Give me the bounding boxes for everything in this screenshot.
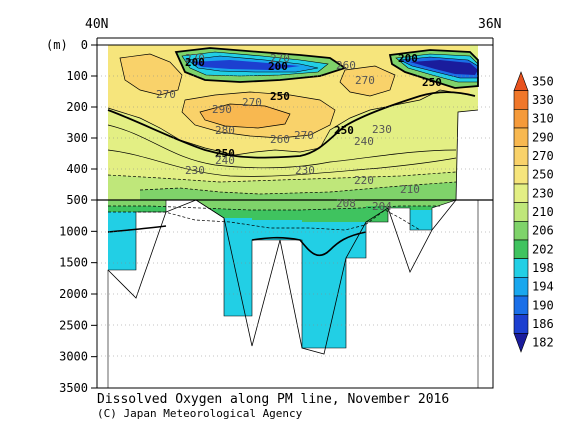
lower-contours xyxy=(107,205,440,257)
contour-label: 200 xyxy=(185,56,205,69)
contour-label: 290 xyxy=(212,103,232,116)
contour-label: 270 xyxy=(294,129,314,142)
colorbar-swatch xyxy=(513,277,529,297)
colorbar-label: 330 xyxy=(532,93,554,107)
colorbar-swatch xyxy=(513,165,529,185)
colorbar-swatch xyxy=(513,71,529,91)
colorbar-label: 250 xyxy=(532,168,554,182)
contour-label: 270 xyxy=(270,52,290,65)
contour-label: 270 xyxy=(355,74,375,87)
y-tick-label: 0 xyxy=(81,38,88,52)
y-tick-label: 3000 xyxy=(59,350,88,364)
contour-label: 230 xyxy=(295,164,315,177)
y-tick-label: 1000 xyxy=(59,224,88,238)
y-tick-label: 100 xyxy=(66,69,88,83)
y-tick-label: 200 xyxy=(66,100,88,114)
y-tick-label: 500 xyxy=(66,193,88,207)
lower-field-198-d xyxy=(302,222,346,348)
y-tick-label: 400 xyxy=(66,162,88,176)
y-tick-label: 300 xyxy=(66,131,88,145)
y-tick-label: 2500 xyxy=(59,318,88,332)
lower-panel xyxy=(97,200,493,388)
upper-field-182-right xyxy=(410,60,478,75)
colorbar-swatch xyxy=(513,109,529,129)
contour-label: 270 xyxy=(185,52,205,65)
lower-bathymetry xyxy=(107,200,457,355)
upper-field-270a xyxy=(120,54,182,95)
chart-title: Dissolved Oxygen along PM line, November… xyxy=(97,392,449,407)
colorbar-label: 350 xyxy=(532,74,554,88)
contour-label: 260 xyxy=(270,133,290,146)
lower-field-198-c xyxy=(252,220,302,240)
upper-contours-250-bold xyxy=(107,47,479,159)
colorbar-swatch xyxy=(513,295,529,315)
colorbar-swatch xyxy=(513,90,529,110)
colorbar-swatch xyxy=(513,221,529,241)
contour-label: 270 xyxy=(156,88,176,101)
upper-panel xyxy=(97,45,493,200)
contour-label: 270 xyxy=(242,96,262,109)
lower-field-198-f xyxy=(410,210,432,230)
lat-label-left: 40N xyxy=(85,17,108,32)
contour-label: 230 xyxy=(372,123,392,136)
colorbar-label: 230 xyxy=(532,186,554,200)
colorbar-label: 210 xyxy=(532,205,554,219)
colorbar-swatch xyxy=(513,146,529,166)
contour-label: 208 xyxy=(336,197,356,210)
colorbar-swatch xyxy=(513,202,529,222)
colorbar-label: 202 xyxy=(532,242,554,256)
upper-field-270c xyxy=(340,66,395,96)
colorbar-label: 182 xyxy=(532,336,554,350)
lower-field-198-b xyxy=(224,218,252,316)
contour-label: 200 xyxy=(268,60,288,73)
colorbar-swatch xyxy=(513,239,529,259)
contour-label: 250 xyxy=(270,90,290,103)
colorbar-label: 270 xyxy=(532,149,554,163)
colorbar-swatch xyxy=(513,314,529,334)
upper-topography xyxy=(456,110,478,200)
chart-credit: (C) Japan Meteorological Agency xyxy=(97,407,303,420)
y-tick-label: 1500 xyxy=(59,256,88,270)
y-unit-label: (m) xyxy=(46,38,68,52)
colorbar-label: 194 xyxy=(532,280,554,294)
colorbar-label: 186 xyxy=(532,317,554,331)
colorbar-label: 190 xyxy=(532,298,554,312)
contour-label: 240 xyxy=(354,135,374,148)
contour-label: 250 xyxy=(334,124,354,137)
contour-label: 230 xyxy=(185,164,205,177)
y-tick-label: 2000 xyxy=(59,287,88,301)
upper-contours xyxy=(107,53,471,195)
y-tick-label: 3500 xyxy=(59,381,88,395)
lower-field-198-a xyxy=(108,212,136,270)
colorbar-swatch xyxy=(513,183,529,203)
upper-field-290 xyxy=(200,104,290,128)
colorbar-label: 310 xyxy=(532,112,554,126)
colorbar: 350 330 310 290 270 250 230 210 206 202 198 194 190 1… xyxy=(513,71,554,353)
colorbar-swatch xyxy=(513,258,529,278)
colorbar-label: 198 xyxy=(532,261,554,275)
contour-label: 204 xyxy=(372,200,392,213)
y-axis-ticks: 0 100 200 300 400 500 1000 1500 2000 2500 3000 3500 xyxy=(59,38,97,395)
colorbar-swatch xyxy=(513,333,529,353)
contour-label: 220 xyxy=(354,174,374,187)
upper-topography-line xyxy=(455,109,479,200)
contour-label: 280 xyxy=(215,124,235,137)
contour-label: 250 xyxy=(215,147,235,160)
contour-labels: 270 270 270 200 200 200 260 270 250 250 … xyxy=(156,52,442,213)
lat-label-right: 36N xyxy=(478,17,501,32)
colorbar-swatch xyxy=(513,127,529,147)
colorbar-label: 290 xyxy=(532,130,554,144)
plot-frame xyxy=(96,44,494,389)
contour-label: 240 xyxy=(215,154,235,167)
contour-label: 200 xyxy=(398,52,418,65)
contour-label: 250 xyxy=(422,76,442,89)
contour-label: 260 xyxy=(336,59,356,72)
upper-contours-low xyxy=(181,51,479,83)
upper-field-210-bottom xyxy=(140,182,456,200)
contour-label: 210 xyxy=(400,183,420,196)
upper-field-186 xyxy=(192,60,300,70)
colorbar-label: 206 xyxy=(532,224,554,238)
